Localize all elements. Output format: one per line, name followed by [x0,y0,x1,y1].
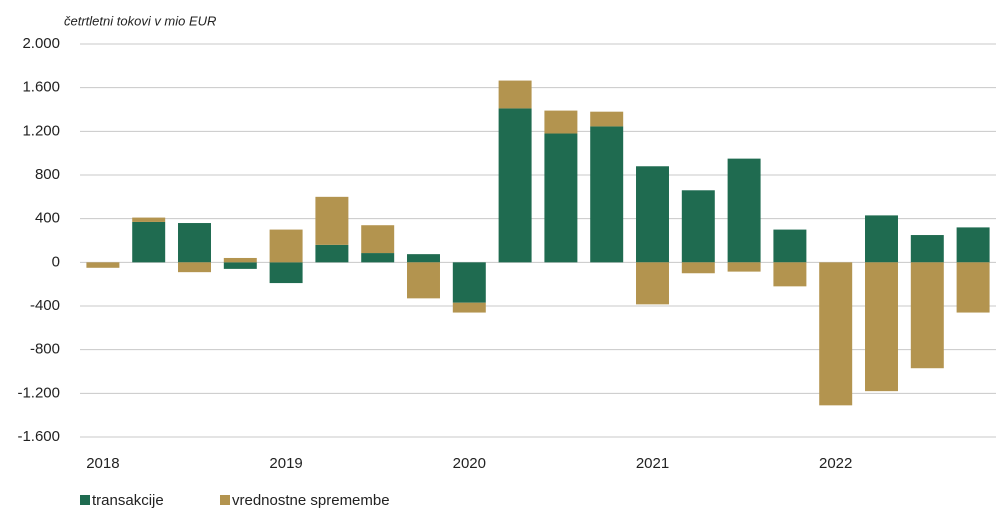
bar [773,262,807,287]
bar [910,262,944,369]
y-tick-label: 1.600 [22,79,60,96]
bar [773,229,807,263]
bar [910,235,944,263]
y-tick-label: 1.200 [22,122,60,139]
bar [865,215,898,263]
bar [956,227,990,263]
bar [956,262,990,313]
y-tick-label: -1.200 [17,384,60,401]
legend-swatch [220,495,230,505]
y-tick-label: 800 [35,166,60,183]
bar [269,262,303,284]
bar [132,221,166,263]
bar [407,262,440,299]
bar [223,257,257,263]
bar [681,190,715,263]
bar [269,229,303,263]
bar [636,262,669,305]
legend-label: transakcije [92,492,164,509]
bar [865,262,898,392]
bar [590,111,624,127]
bar [544,110,578,134]
bar [86,262,120,268]
bar [361,225,395,254]
x-tick-label: 2018 [86,455,119,472]
legend-swatch [80,495,90,505]
bar [315,196,349,245]
bar [819,262,853,406]
y-tick-label: 0 [52,253,60,270]
bar [498,108,532,263]
bar [681,262,715,274]
bar [544,133,578,263]
y-tick-label: 2.000 [22,35,60,52]
x-tick-label: 2020 [453,455,486,472]
bar [498,80,532,109]
y-tick-label: -800 [30,341,60,358]
y-tick-label: -1.600 [17,428,60,445]
bar [315,244,349,263]
x-tick-label: 2022 [819,455,852,472]
bar [727,262,761,272]
bar [223,262,257,269]
chart-subtitle: četrtletni tokovi v mio EUR [64,13,216,28]
bar [178,223,211,263]
bar [636,166,669,263]
x-tick-label: 2019 [269,455,302,472]
bar [452,302,486,313]
bar [452,262,486,303]
y-tick-label: -400 [30,297,60,314]
bar [132,217,166,222]
bar [590,126,624,263]
bar [407,254,440,263]
x-tick-label: 2021 [636,455,669,472]
legend-label: vrednostne spremembe [232,492,390,509]
bar [361,253,395,263]
y-tick-label: 400 [35,210,60,227]
bar [178,262,211,273]
bar [727,158,761,263]
